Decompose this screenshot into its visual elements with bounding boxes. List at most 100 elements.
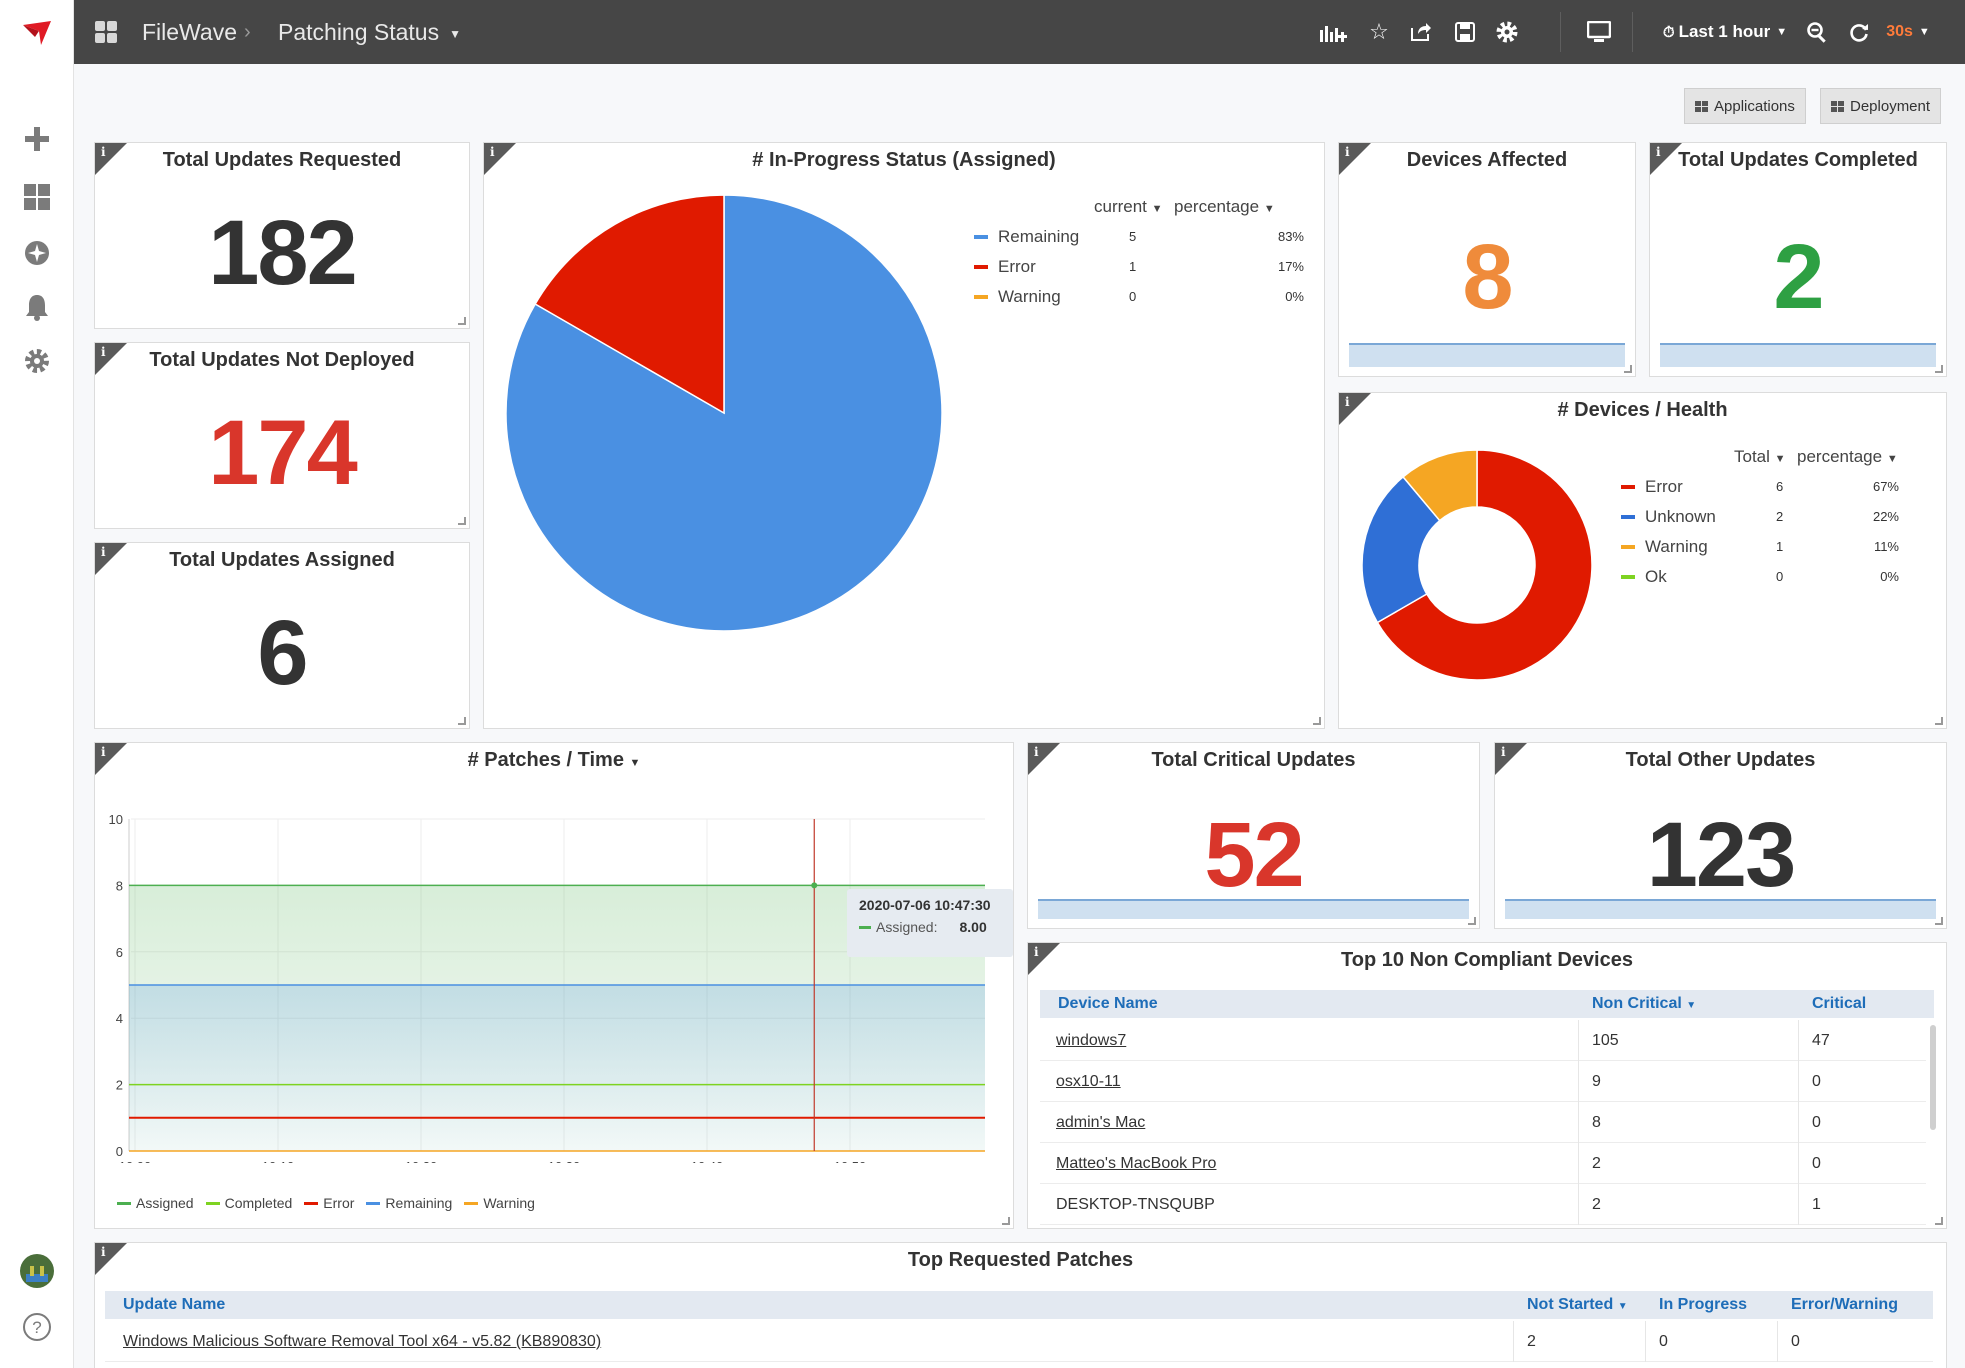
pie-slice-error[interactable] bbox=[534, 194, 725, 415]
table-row[interactable]: admin's Mac 8 0 bbox=[1040, 1102, 1926, 1143]
legend-item-error[interactable]: Error bbox=[1621, 475, 1683, 499]
column-header-update-name[interactable]: Update Name bbox=[123, 1296, 226, 1313]
legend-item-error[interactable]: Error bbox=[304, 1195, 354, 1211]
pie-slice-error[interactable] bbox=[1376, 449, 1593, 681]
panel-info-corner[interactable] bbox=[95, 343, 127, 375]
pie-panel-in-progress: i # In-Progress Status (Assigned) curren… bbox=[483, 142, 1325, 729]
panel-info-corner[interactable] bbox=[95, 543, 127, 575]
legend-label: Error bbox=[998, 257, 1036, 276]
filewave-logo-icon[interactable] bbox=[20, 16, 54, 50]
page-title[interactable]: Patching Status ▼ bbox=[278, 0, 461, 64]
resize-handle[interactable] bbox=[1935, 717, 1943, 725]
legend-item-unknown[interactable]: Unknown bbox=[1621, 505, 1716, 529]
column-header-critical[interactable]: Critical bbox=[1812, 995, 1867, 1012]
legend-label: Remaining bbox=[385, 1195, 453, 1211]
legend-item-remaining[interactable]: Remaining bbox=[366, 1195, 452, 1211]
column-header-device-name[interactable]: Device Name bbox=[1058, 995, 1158, 1012]
device-name-link[interactable]: osx10-11 bbox=[1056, 1073, 1121, 1090]
applications-button[interactable]: Applications bbox=[1684, 88, 1806, 124]
info-icon: i bbox=[101, 545, 106, 559]
column-header-not-started[interactable]: Not Started ▼ bbox=[1527, 1291, 1628, 1319]
resize-handle[interactable] bbox=[458, 317, 466, 325]
legend-item-remaining[interactable]: Remaining bbox=[974, 225, 1079, 249]
panel-info-corner[interactable] bbox=[1339, 393, 1371, 425]
column-header-label: Not Started bbox=[1527, 1296, 1614, 1313]
update-name-link[interactable]: Windows Malicious Software Removal Tool … bbox=[123, 1333, 602, 1350]
tv-mode-icon[interactable] bbox=[1582, 14, 1616, 50]
device-name-link[interactable]: Matteo's MacBook Pro bbox=[1056, 1155, 1217, 1172]
dashboard-settings-icon[interactable] bbox=[1492, 14, 1522, 50]
pie-slice-warning[interactable] bbox=[1402, 449, 1478, 522]
legend-column-label: Total bbox=[1734, 447, 1770, 466]
legend-item-warning[interactable]: Warning bbox=[974, 285, 1061, 309]
deployment-button[interactable]: Deployment bbox=[1820, 88, 1942, 124]
share-icon[interactable] bbox=[1406, 14, 1436, 50]
panel-title[interactable]: # Patches / Time ▼ bbox=[95, 749, 1013, 772]
resize-handle[interactable] bbox=[1935, 1217, 1943, 1225]
panel-info-corner[interactable] bbox=[1028, 943, 1060, 975]
tooltip-series: Assigned: bbox=[876, 919, 938, 935]
table-row[interactable]: windows7 105 47 bbox=[1040, 1020, 1926, 1061]
legend-item-ok[interactable]: Ok bbox=[1621, 565, 1667, 589]
resize-handle[interactable] bbox=[1935, 365, 1943, 373]
resize-handle[interactable] bbox=[458, 517, 466, 525]
panel-title: Total Updates Requested bbox=[162, 149, 402, 171]
star-icon[interactable]: ☆ bbox=[1369, 19, 1389, 44]
panel-info-corner[interactable] bbox=[484, 143, 516, 175]
table-scrollbar[interactable] bbox=[1930, 1025, 1936, 1130]
sparkline bbox=[1660, 343, 1936, 367]
table-row[interactable]: DESKTOP-TNSQUBP 2 1 bbox=[1040, 1184, 1926, 1225]
panel-info-corner[interactable] bbox=[1650, 143, 1682, 175]
refresh-icon[interactable] bbox=[1844, 14, 1874, 50]
dashboards-icon[interactable] bbox=[20, 180, 54, 214]
help-icon[interactable]: ? bbox=[20, 1310, 54, 1344]
resize-handle[interactable] bbox=[458, 717, 466, 725]
panel-info-corner[interactable] bbox=[95, 743, 127, 775]
column-header-non-critical[interactable]: Non Critical ▼ bbox=[1592, 990, 1696, 1018]
legend-column-percentage[interactable]: percentage ▼ bbox=[1797, 447, 1898, 467]
resize-handle[interactable] bbox=[1002, 1217, 1010, 1225]
panel-info-corner[interactable] bbox=[1495, 743, 1527, 775]
resize-handle[interactable] bbox=[1624, 365, 1632, 373]
time-range-label: Last 1 hour bbox=[1678, 22, 1771, 41]
explore-compass-icon[interactable] bbox=[20, 236, 54, 270]
settings-gear-icon[interactable] bbox=[20, 344, 54, 378]
legend-column-total[interactable]: Total ▼ bbox=[1734, 447, 1786, 467]
legend-item-completed[interactable]: Completed bbox=[205, 1195, 292, 1211]
pie-slice-unknown[interactable] bbox=[1361, 475, 1441, 624]
user-avatar[interactable] bbox=[20, 1254, 54, 1288]
legend-swatch bbox=[205, 1201, 220, 1205]
table-row[interactable]: osx10-11 9 0 bbox=[1040, 1061, 1926, 1102]
add-panel-icon[interactable] bbox=[1316, 14, 1350, 50]
legend-column-percentage[interactable]: percentage ▼ bbox=[1174, 197, 1275, 217]
panel-info-corner[interactable] bbox=[1339, 143, 1371, 175]
panel-info-corner[interactable] bbox=[95, 143, 127, 175]
panel-info-corner[interactable] bbox=[95, 1243, 127, 1275]
save-icon[interactable] bbox=[1450, 14, 1480, 50]
resize-handle[interactable] bbox=[1313, 717, 1321, 725]
stat-panel-critical: i Total Critical Updates 52 bbox=[1027, 742, 1480, 929]
column-header-error-warning[interactable]: Error/Warning bbox=[1791, 1296, 1898, 1313]
legend-item-warning[interactable]: Warning bbox=[1621, 535, 1708, 559]
dashboard-grid-icon[interactable] bbox=[92, 14, 120, 50]
column-header-in-progress[interactable]: In Progress bbox=[1659, 1296, 1748, 1313]
table-row[interactable]: Windows Malicious Software Removal Tool … bbox=[105, 1321, 1933, 1362]
panel-title: Total Updates Assigned bbox=[169, 549, 395, 571]
resize-handle[interactable] bbox=[1468, 917, 1476, 925]
device-name-link[interactable]: admin's Mac bbox=[1056, 1114, 1146, 1131]
zoom-out-icon[interactable] bbox=[1802, 14, 1832, 50]
add-icon[interactable] bbox=[20, 122, 54, 156]
time-range-picker[interactable]: ⏱ Last 1 hour ▼ bbox=[1658, 14, 1792, 50]
legend-column-current[interactable]: current ▼ bbox=[1094, 197, 1163, 217]
alerts-bell-icon[interactable] bbox=[20, 290, 54, 324]
resize-handle[interactable] bbox=[1935, 917, 1943, 925]
panel-info-corner[interactable] bbox=[1028, 743, 1060, 775]
device-name-link[interactable]: windows7 bbox=[1056, 1032, 1127, 1049]
refresh-interval-picker[interactable]: 30s ▼ bbox=[1882, 14, 1934, 50]
legend-item-assigned[interactable]: Assigned bbox=[117, 1195, 194, 1211]
breadcrumb-brand[interactable]: FileWave bbox=[142, 18, 237, 45]
column-divider bbox=[1798, 1061, 1799, 1102]
table-row[interactable]: Matteo's MacBook Pro 2 0 bbox=[1040, 1143, 1926, 1184]
legend-item-error[interactable]: Error bbox=[974, 255, 1036, 279]
legend-item-warning[interactable]: Warning bbox=[464, 1195, 535, 1211]
